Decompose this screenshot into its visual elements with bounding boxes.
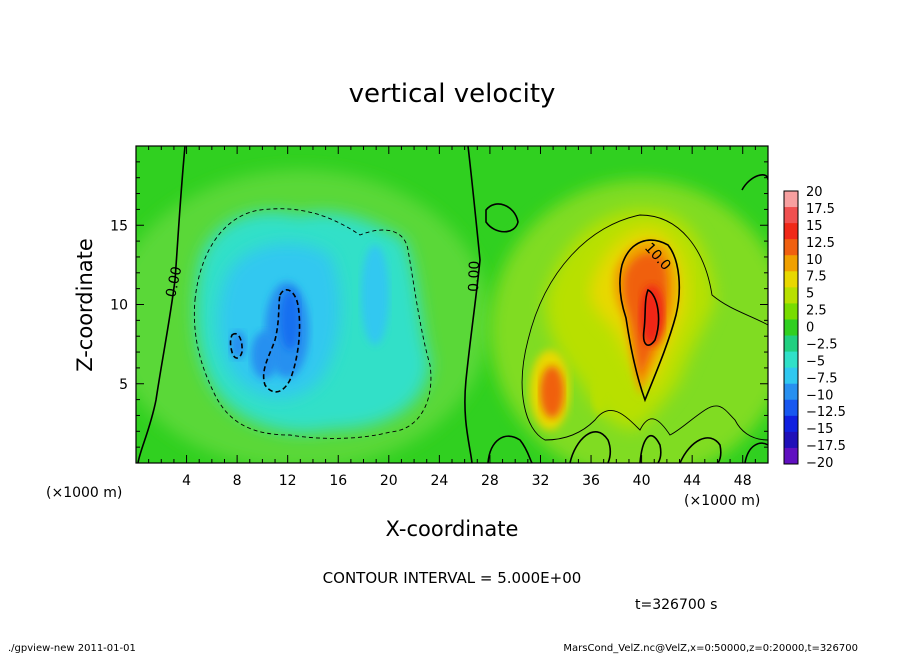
colorbar-swatch [784,271,798,288]
time-text: t=326700 s [635,597,717,613]
x-tick-label: 44 [683,473,701,489]
colorbar-swatch [784,223,798,240]
colorbar-label: −15 [806,422,833,437]
updraft-region [530,209,715,430]
colorbar-swatch [784,255,798,272]
colorbar-swatch [784,303,798,320]
x-axis: 4 8 12 16 20 24 28 32 36 40 44 48 [148,146,756,489]
footer-left: ./gpview-new 2011-01-01 [8,643,136,654]
colorbar-swatch [784,239,798,256]
contour-label-left: 0.00 [163,265,185,299]
plot-field: 0.00 0.00 10.0 [136,146,768,463]
y-axis-label: Z-coordinate [73,238,97,372]
colorbar-label: 15 [806,219,823,234]
colorbar-label: −12.5 [806,405,846,420]
x-tick-label: 12 [279,473,297,489]
colorbar-label: −10 [806,388,833,403]
contour-10 [619,239,681,403]
x-tick-label: 16 [329,473,347,489]
colorbar-label: 2.5 [806,304,827,319]
zero-contour-middle [464,146,481,463]
y-axis: 5 10 15 [110,161,768,448]
colorbar-swatch [784,367,798,385]
x-axis-unit-left: (×1000 m) [46,485,122,501]
colorbar-label: −7.5 [806,371,838,386]
x-tick-label: 20 [380,473,398,489]
colorbar-label: 5 [806,287,814,302]
chart-title: vertical velocity [349,79,556,109]
y-tick-label: 5 [119,377,128,393]
contour-minus5 [193,208,432,439]
colorbar-swatch [784,383,798,401]
x-tick-label: 32 [532,473,550,489]
zero-contour-bottom [487,431,768,463]
footer-right: MarsCond_VelZ.nc@VelZ,x=0:50000,z=0:2000… [563,643,858,654]
x-tick-label: 8 [233,473,242,489]
colorbar-swatch [784,319,798,337]
x-tick-label: 48 [734,473,752,489]
y-tick-label: 15 [110,218,128,234]
colorbar-label: −17.5 [806,439,846,454]
x-tick-label: 36 [582,473,600,489]
colorbar-swatch [784,287,798,304]
colorbar-swatch [784,191,798,208]
contour-minus10 [229,289,301,393]
x-tick-label: 4 [182,473,191,489]
colorbar-swatch [784,399,798,417]
colorbar-label: −5 [806,354,825,369]
x-axis-unit-right: (×1000 m) [684,493,760,509]
contour-label-middle: 0.00 [466,260,483,292]
x-tick-label: 24 [430,473,448,489]
colorbar-swatch [784,207,798,224]
colorbar-frame [783,190,799,465]
contour-5 [521,214,768,441]
contour-lines [137,146,768,463]
colorbar-label: 7.5 [806,270,827,285]
colorbar-swatch [784,415,798,433]
colorbar-label: 12.5 [806,236,835,251]
colorbar-label: 10 [806,253,823,268]
colorbar-label: −20 [806,456,833,471]
colorbar-label: 17.5 [806,202,835,217]
zero-contour-left [137,146,186,463]
x-axis-label: X-coordinate [386,517,519,541]
colorbar-swatch [784,447,798,465]
colorbar-label: −2.5 [806,337,838,352]
downdraft-region [195,211,430,433]
x-tick-label: 40 [633,473,651,489]
colorbar-swatch [784,335,798,353]
contour-interval-text: CONTOUR INTERVAL = 5.000E+00 [323,569,582,587]
y-tick-label: 10 [110,298,128,314]
colorbar-swatch [784,351,798,369]
colorbar-label: 0 [806,321,814,336]
colorbar-label: 20 [806,185,823,200]
x-tick-label: 28 [481,473,499,489]
colorbar: 20 17.5 15 12.5 10 7.5 5 2.5 0−2.5 −5 −7.5 −10 −12.5… [783,185,846,471]
colorbar-swatch [784,431,798,449]
